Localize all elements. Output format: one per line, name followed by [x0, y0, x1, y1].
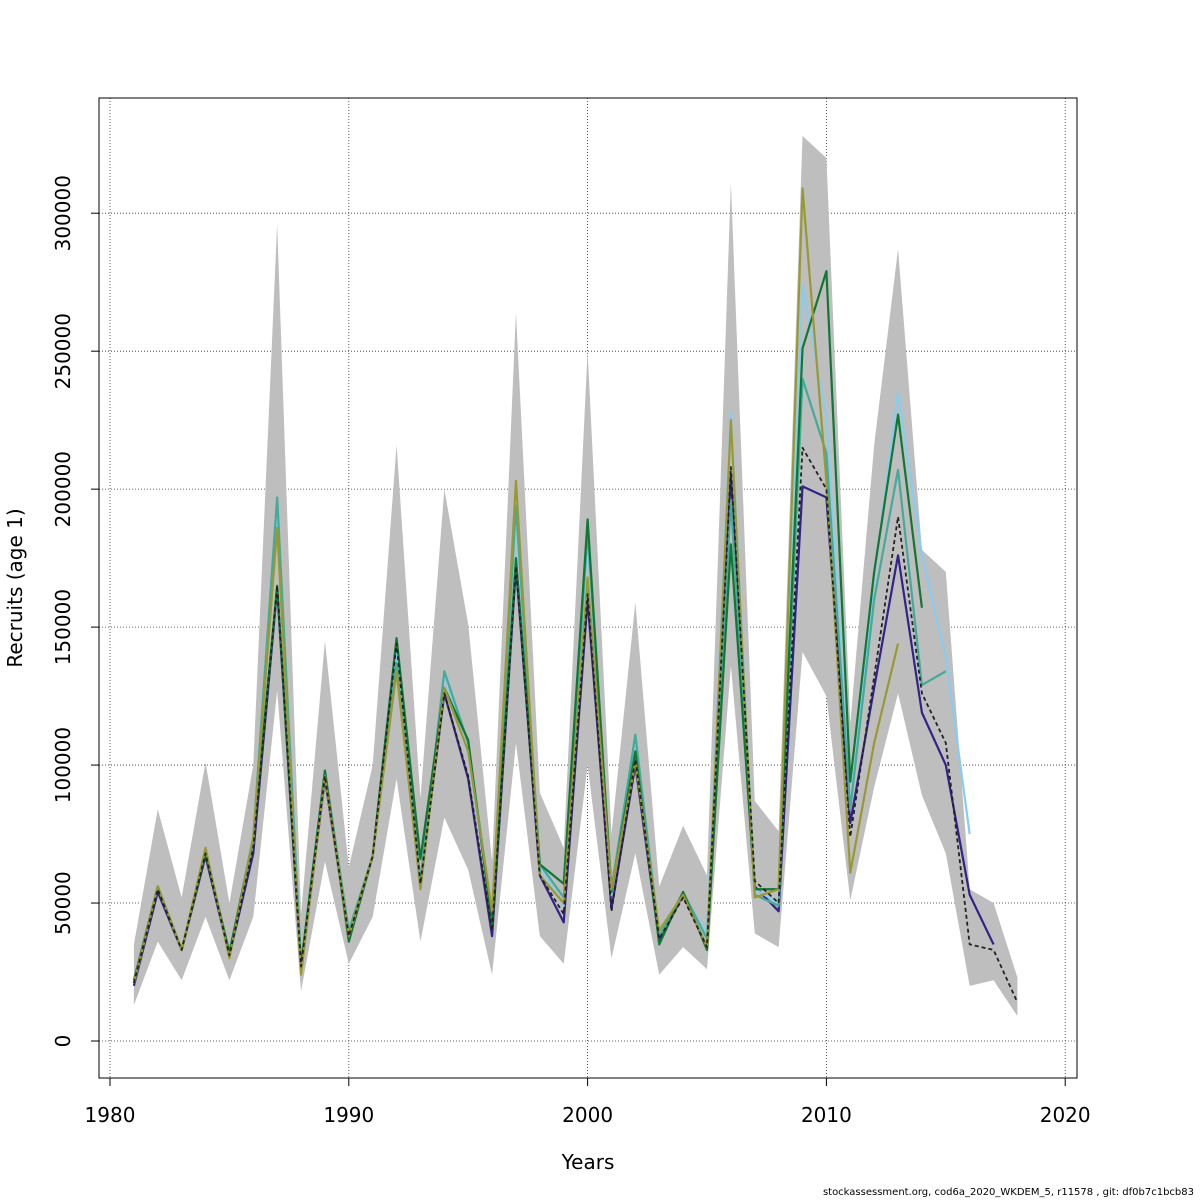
y-axis-title: Recruits (age 1) [3, 508, 27, 667]
y-tick-label: 300000 [51, 175, 75, 251]
y-tick-label: 100000 [51, 727, 75, 803]
series-line-6 [133, 446, 1019, 1003]
x-tick-label: 1990 [323, 1103, 374, 1127]
x-tick-label: 2000 [562, 1103, 613, 1127]
y-tick-label: 150000 [51, 589, 75, 665]
footer-credit: stockassessment.org, cod6a_2020_WKDEM_5,… [822, 1187, 1194, 1198]
confidence-band [133, 135, 1018, 1017]
x-axis-title: Years [561, 1150, 615, 1174]
x-tick-label: 2020 [1040, 1103, 1091, 1127]
y-tick-label: 250000 [51, 313, 75, 389]
series-line-5 [132, 187, 900, 984]
y-tick-label: 0 [51, 1035, 75, 1048]
axes: 1980 1990 2000 2010 2020 0 50000 100000 150000 20… [51, 175, 1091, 1127]
y-tick-label: 50000 [51, 871, 75, 935]
x-tick-label: 2010 [801, 1103, 852, 1127]
x-tick-label: 1980 [85, 1103, 136, 1127]
confidence-band-layer [133, 135, 1018, 1017]
y-tick-label: 200000 [51, 451, 75, 527]
series-layer [132, 187, 1019, 1003]
